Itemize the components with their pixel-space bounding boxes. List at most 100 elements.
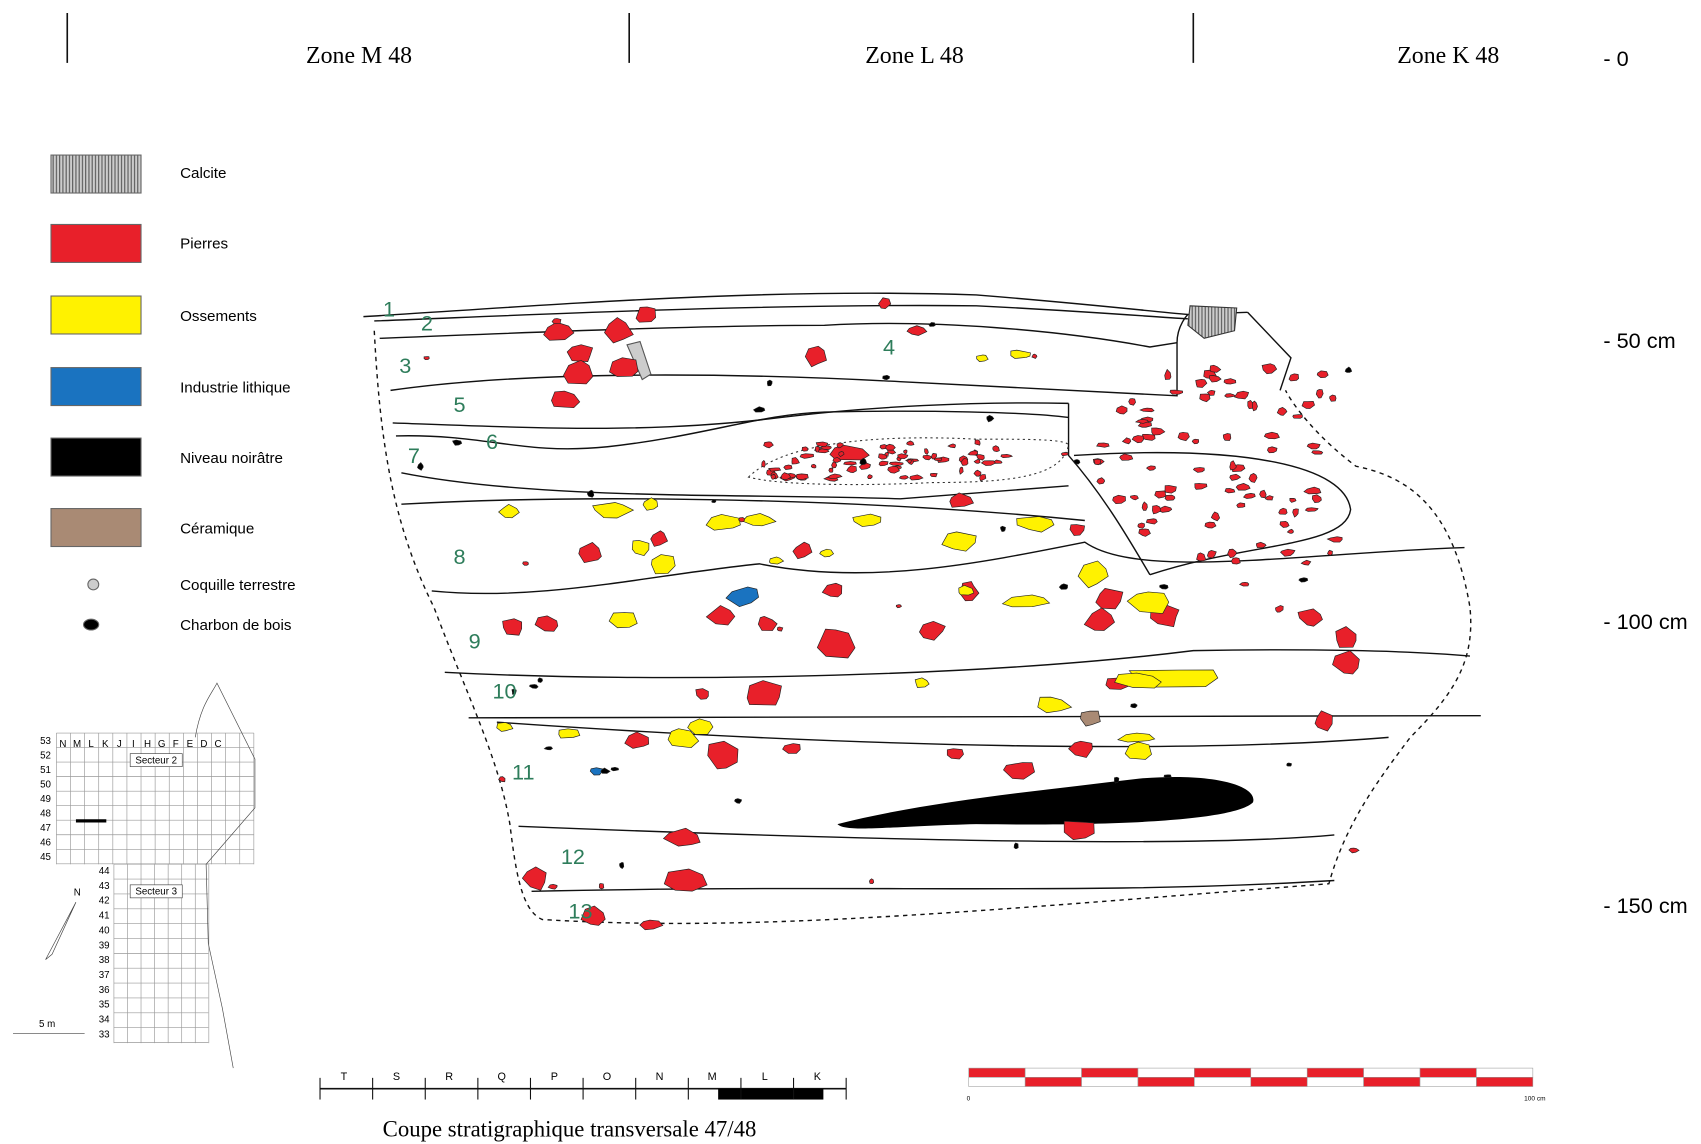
bone — [768, 556, 785, 565]
stone — [878, 460, 889, 467]
map-row: 53 — [40, 736, 51, 747]
stone — [1224, 393, 1237, 398]
metric-segment — [1419, 1077, 1477, 1087]
stone — [1164, 485, 1177, 494]
layer-line — [1247, 311, 1292, 391]
stone — [1251, 400, 1258, 412]
layer-line — [518, 825, 1335, 843]
metric-segment — [968, 1067, 1026, 1078]
stone — [639, 919, 664, 931]
legend-label: Ossements — [180, 308, 257, 325]
scale-letter: P — [551, 1071, 558, 1083]
stone — [1311, 494, 1322, 503]
bone — [1117, 732, 1156, 743]
stone — [828, 467, 834, 473]
stone — [1292, 414, 1303, 419]
stone — [887, 449, 897, 455]
dark-level — [837, 776, 1254, 829]
metric-segment — [1081, 1077, 1139, 1087]
fragment — [598, 883, 605, 890]
stone — [878, 453, 888, 460]
layer-line — [374, 304, 1188, 322]
map-row: 42 — [99, 896, 110, 907]
stone — [1000, 454, 1014, 459]
fragment — [417, 462, 424, 471]
stone — [1230, 557, 1241, 565]
bone — [941, 531, 977, 552]
map-row: 47 — [40, 823, 51, 834]
map-row: 51 — [40, 765, 51, 776]
stone — [780, 472, 792, 480]
legend-label: Niveau noirâtre — [180, 450, 283, 467]
metric-segment — [1363, 1077, 1421, 1087]
stone — [1094, 458, 1102, 466]
swatch — [50, 295, 142, 335]
bone — [1037, 696, 1073, 714]
stone — [1131, 435, 1144, 444]
layer-number: 6 — [486, 429, 498, 454]
stone — [580, 905, 606, 926]
map-row: 46 — [40, 838, 51, 849]
stone — [1229, 473, 1242, 481]
fragment — [423, 356, 430, 361]
stone — [821, 582, 843, 598]
zone-labels: Zone M 48 Zone L 48 Zone K 48 — [306, 43, 1499, 69]
stone — [763, 441, 774, 449]
ceramic — [1080, 710, 1101, 727]
bone — [687, 718, 714, 735]
stone — [878, 297, 892, 310]
scale-bar: T S R Q P O N M L K 0 100 cm — [319, 1067, 1546, 1103]
metric-segment — [1024, 1077, 1082, 1087]
fragment — [1298, 577, 1309, 583]
stone — [1261, 363, 1278, 375]
stone — [551, 390, 581, 409]
stone — [799, 453, 814, 459]
layer-line — [1073, 451, 1352, 576]
stone — [1332, 650, 1360, 675]
metric-label: 0 — [967, 1096, 971, 1103]
layer-number: 7 — [408, 443, 420, 468]
stone — [746, 680, 782, 706]
bone — [667, 728, 700, 749]
fragment — [1130, 703, 1138, 709]
stone — [1235, 483, 1251, 491]
stone — [1063, 820, 1095, 840]
stone — [992, 445, 1000, 452]
metric-label: 100 cm — [1524, 1096, 1545, 1103]
layer-line — [401, 472, 1069, 500]
excavation-limit — [373, 330, 1472, 925]
stone — [1164, 368, 1172, 380]
stone — [1301, 400, 1315, 409]
stone — [1154, 490, 1167, 499]
map-row: 44 — [99, 866, 110, 877]
stone — [1292, 508, 1299, 518]
map-row: 43 — [99, 881, 110, 892]
stone — [1112, 494, 1126, 505]
stone — [1119, 453, 1134, 461]
stone — [761, 459, 766, 468]
stone — [1306, 442, 1321, 450]
bone — [642, 497, 659, 511]
layer-number: 3 — [399, 353, 411, 378]
bone — [558, 728, 581, 739]
stone — [1278, 507, 1288, 515]
stone — [979, 474, 987, 482]
stone — [566, 344, 594, 362]
stone — [650, 530, 669, 547]
scale-letter: T — [341, 1071, 348, 1083]
stone — [543, 321, 575, 341]
fragment — [1238, 581, 1250, 587]
calcite — [1187, 305, 1238, 339]
fragment — [1344, 366, 1353, 373]
stone — [1096, 477, 1106, 485]
stone — [1280, 548, 1296, 557]
layer-line — [379, 322, 1178, 348]
north-arrow — [45, 902, 77, 960]
layer-number: 13 — [568, 898, 592, 923]
sector-label: Secteur 2 — [135, 755, 177, 766]
fragment — [1300, 559, 1312, 566]
map-row: 45 — [40, 852, 51, 863]
